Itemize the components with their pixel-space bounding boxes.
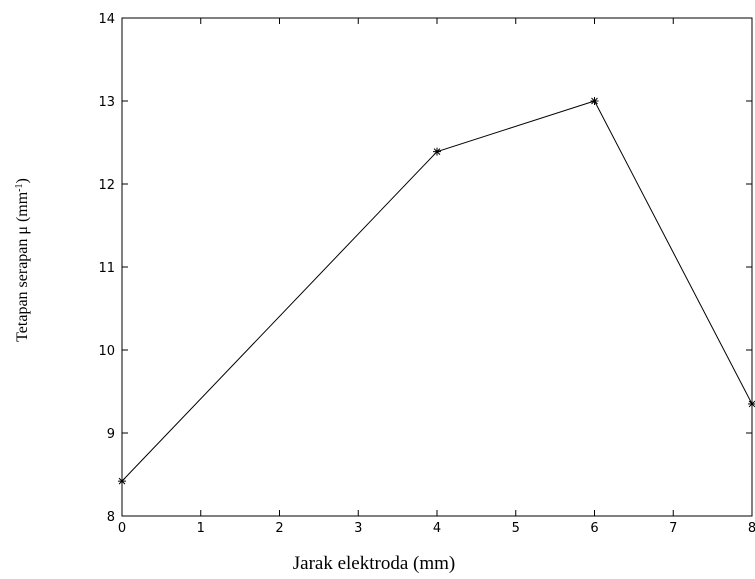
y-tick-label: 14 (98, 12, 115, 27)
y-ticks: 8 9 10 11 12 13 14 (98, 12, 752, 525)
y-tick-label: 8 (107, 510, 115, 525)
series-layer (118, 97, 755, 486)
x-tick-label: 6 (590, 521, 598, 536)
y-tick-label: 11 (98, 261, 115, 276)
data-point (433, 147, 441, 156)
data-point (748, 399, 755, 408)
x-ticks: 0 1 2 3 4 5 6 7 8 (118, 18, 755, 536)
data-point (590, 97, 599, 105)
x-tick-label: 7 (669, 521, 677, 536)
data-point (118, 477, 126, 486)
y-axis-title-main: Tetapan serapan μ (mm (14, 191, 31, 342)
y-tick-label: 12 (98, 178, 115, 193)
x-tick-label: 0 (118, 521, 126, 536)
x-axis-title: Jarak elektroda (mm) (293, 553, 455, 574)
y-tick-label: 10 (98, 344, 115, 359)
y-tick-label: 13 (98, 95, 115, 110)
x-tick-label: 5 (512, 521, 520, 536)
x-tick-label: 4 (433, 521, 441, 536)
x-tick-label: 3 (354, 521, 362, 536)
y-axis-title-superscript: -1 (14, 183, 25, 191)
x-tick-label: 1 (197, 521, 205, 536)
series-line (121, 100, 753, 482)
y-tick-label: 9 (107, 427, 115, 442)
x-tick-label: 8 (748, 521, 755, 536)
x-tick-label: 2 (275, 521, 283, 536)
y-axis-title: Tetapan serapan μ (mm-1) (14, 178, 32, 342)
plot-area (121, 17, 753, 517)
y-axis-title-close: ) (14, 178, 31, 183)
